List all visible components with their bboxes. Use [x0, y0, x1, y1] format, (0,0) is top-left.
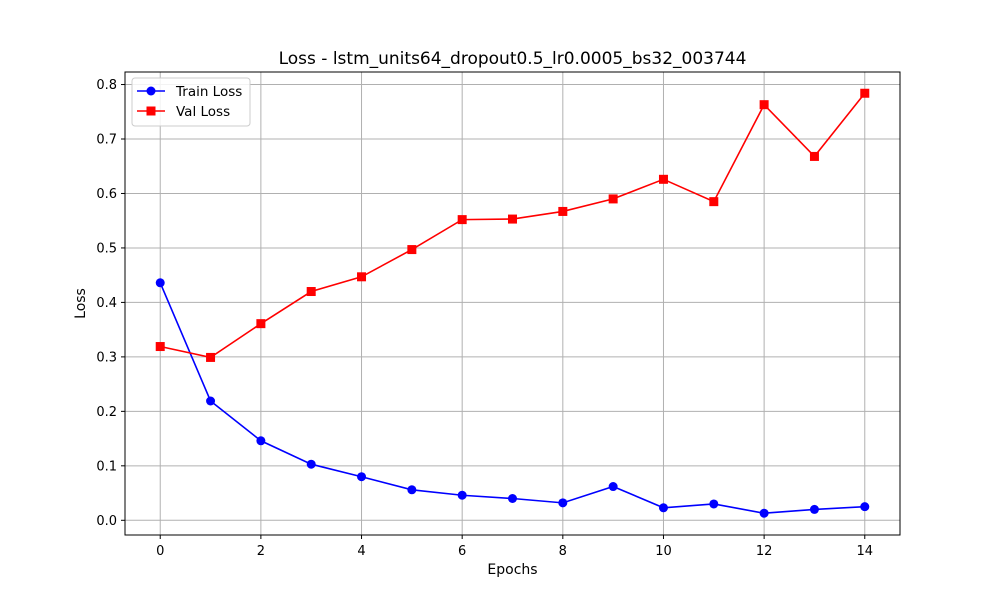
val-loss-point — [256, 319, 266, 329]
train-loss-point — [759, 508, 769, 518]
ticks: 0 2 4 6 8 10 12 14 0.0 0.1 0.2 0.3 0.4 0.5 0.6 0.7 0.8 — [96, 78, 873, 559]
x-tick-label: 14 — [856, 544, 873, 559]
val-loss-point — [407, 245, 417, 255]
train-loss-point — [407, 485, 417, 495]
val-loss-point — [306, 287, 316, 297]
y-tick-label: 0.7 — [96, 132, 117, 147]
legend-entries: Train Loss Val Loss — [137, 84, 242, 120]
train-loss-point — [508, 494, 517, 504]
val-loss-point — [508, 214, 517, 224]
train-loss-point — [306, 459, 316, 469]
y-tick-label: 0.6 — [96, 187, 117, 202]
legend-label-train-loss: Train Loss — [175, 84, 242, 100]
val-loss-point — [457, 215, 467, 225]
y-axis-label: Loss — [73, 288, 89, 319]
val-loss-point — [809, 151, 819, 161]
x-tick-label: 4 — [357, 544, 365, 559]
val-loss-point — [759, 100, 769, 110]
x-tick-label: 6 — [458, 544, 466, 559]
x-tick-label: 8 — [559, 544, 567, 559]
y-tick-label: 0.3 — [96, 350, 117, 365]
legend-entry-val-loss: Val Loss — [137, 104, 230, 120]
val-loss-point — [558, 206, 568, 216]
legend-entry-train-loss: Train Loss — [137, 84, 242, 100]
chart-title: Loss - lstm_units64_dropout0.5_lr0.0005_… — [279, 49, 747, 69]
val-loss-point — [658, 174, 668, 184]
train-loss-point — [256, 436, 266, 446]
y-tick-label: 0.0 — [96, 514, 117, 529]
val-loss-point — [709, 197, 719, 207]
train-loss-point — [860, 502, 870, 512]
plot-frame — [124, 71, 901, 536]
val-loss-point — [206, 352, 216, 362]
grid — [125, 72, 900, 535]
val-loss-point — [860, 88, 870, 98]
train-loss-point — [558, 498, 568, 508]
x-tick-label: 10 — [655, 544, 672, 559]
x-tick-label: 2 — [257, 544, 265, 559]
train-loss-series — [155, 278, 870, 518]
train-loss-point — [206, 396, 216, 406]
train-loss-point — [809, 504, 819, 514]
val-loss-series — [155, 88, 870, 362]
train-loss-point — [155, 278, 165, 288]
train-loss-point — [709, 499, 719, 509]
legend-marker-val-loss — [146, 106, 156, 116]
y-tick-label: 0.2 — [96, 405, 117, 420]
y-tick-label: 0.8 — [96, 78, 117, 93]
val-loss-point — [608, 194, 618, 204]
train-loss-point — [457, 490, 467, 500]
legend-marker-train-loss — [146, 86, 156, 96]
legend: Train Loss Val Loss — [131, 77, 251, 127]
y-tick-label: 0.5 — [96, 241, 117, 256]
series-layer — [155, 88, 870, 518]
train-loss-point — [357, 472, 367, 482]
x-tick-label: 0 — [156, 544, 164, 559]
val-loss-point — [155, 342, 165, 352]
train-loss-point — [658, 503, 668, 513]
y-tick-label: 0.4 — [96, 296, 117, 311]
x-axis-label: Epochs — [487, 562, 537, 578]
x-tick-label: 12 — [756, 544, 773, 559]
legend-label-val-loss: Val Loss — [176, 104, 230, 120]
legend-box — [131, 77, 251, 127]
train-loss-point — [608, 482, 618, 492]
val-loss-point — [357, 272, 367, 282]
y-tick-label: 0.1 — [96, 459, 117, 474]
